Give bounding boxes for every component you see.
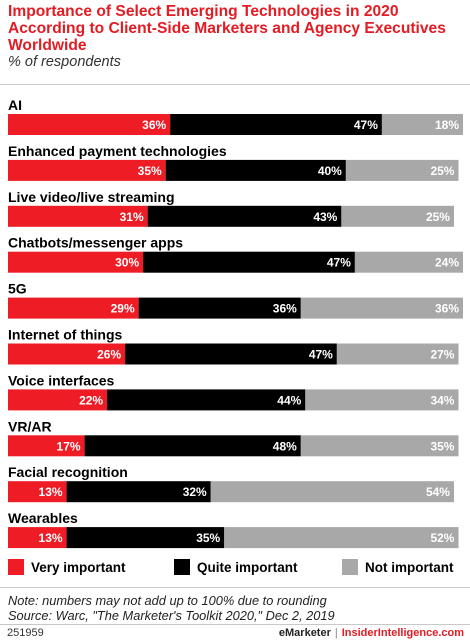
bar-quite-important-enhanced-payment-technologies: [165, 159, 346, 181]
value-label-very-important-enhanced-payment-technologies: 35%: [138, 164, 162, 178]
value-label-quite-important-voice-interfaces: 44%: [277, 393, 301, 407]
bar-quite-important-live-video-live-streaming: [147, 205, 342, 227]
value-label-quite-important-enhanced-payment-technologies: 40%: [318, 164, 342, 178]
value-label-quite-important-vr-ar: 48%: [273, 439, 297, 453]
category-label-enhanced-payment-technologies: Enhanced payment technologies: [8, 143, 227, 159]
bar-quite-important-ai: [170, 114, 382, 135]
stacked-bar-chart: AI 36% 47% 18% Enhanced payment technologies…: [8, 97, 463, 549]
bar-very-important-voice-interfaces: [8, 389, 108, 411]
value-label-very-important-internet-of-things: 26%: [97, 348, 121, 362]
bar-very-important-facial-recognition: [8, 481, 67, 503]
category-label-wearables: Wearables: [8, 510, 78, 526]
legend: Very important Quite important Not impor…: [0, 559, 470, 581]
bar-quite-important-facial-recognition: [66, 481, 211, 503]
bar-not-important-facial-recognition: [210, 481, 454, 503]
bar-very-important-internet-of-things: [8, 343, 126, 365]
legend-label-not: Not important: [365, 559, 454, 575]
bar-quite-important-chatbots-messenger-apps: [143, 251, 355, 273]
value-label-quite-important-5g: 36%: [273, 302, 297, 316]
legend-not-important: Not important: [342, 559, 454, 575]
note-text: Note: numbers may not add up to 100% due…: [8, 593, 327, 608]
brand-emarketer: eMarketer: [278, 627, 331, 639]
legend-quite-important: Quite important: [174, 559, 298, 575]
legend-swatch-not: [342, 559, 358, 575]
bar-not-important-ai: [381, 114, 463, 135]
legend-swatch-quite: [174, 559, 190, 575]
bottom-divider: [0, 587, 470, 588]
value-label-quite-important-facial-recognition: 32%: [183, 485, 207, 499]
category-label-voice-interfaces: Voice interfaces: [8, 372, 115, 388]
value-label-quite-important-chatbots-messenger-apps: 47%: [327, 256, 351, 270]
value-label-not-important-internet-of-things: 27%: [430, 348, 454, 362]
value-label-not-important-chatbots-messenger-apps: 24%: [435, 256, 459, 270]
bar-very-important-ai: [8, 114, 171, 135]
top-divider: [0, 84, 470, 85]
footer-brand: eMarketer | InsiderIntelligence.com: [279, 627, 464, 639]
category-label-facial-recognition: Facial recognition: [8, 464, 128, 480]
bar-very-important-vr-ar: [8, 435, 85, 457]
source-text: Source: Warc, "The Marketer's Toolkit 20…: [8, 608, 335, 623]
legend-label-quite: Quite important: [197, 559, 298, 575]
legend-very-important: Very important: [8, 559, 126, 575]
bar-quite-important-5g: [138, 297, 301, 319]
bar-not-important-internet-of-things: [336, 343, 459, 365]
value-label-quite-important-live-video-live-streaming: 43%: [313, 210, 337, 224]
value-label-very-important-vr-ar: 17%: [57, 439, 81, 453]
value-label-very-important-chatbots-messenger-apps: 30%: [115, 256, 139, 270]
value-label-very-important-5g: 29%: [111, 302, 135, 316]
chart-title: Importance of Select Emerging Technologi…: [8, 3, 446, 54]
chart-subtitle: % of respondents: [8, 54, 121, 70]
value-label-not-important-vr-ar: 35%: [430, 439, 454, 453]
value-label-very-important-ai: 36%: [142, 118, 166, 132]
value-label-very-important-voice-interfaces: 22%: [79, 393, 103, 407]
category-label-internet-of-things: Internet of things: [8, 327, 123, 343]
bar-very-important-5g: [8, 297, 139, 319]
brand-insider-intelligence: InsiderIntelligence.com: [341, 627, 464, 639]
bar-very-important-live-video-live-streaming: [8, 205, 148, 227]
value-label-not-important-5g: 36%: [435, 302, 459, 316]
bar-not-important-enhanced-payment-technologies: [345, 159, 459, 181]
bar-quite-important-internet-of-things: [125, 343, 337, 365]
category-label-chatbots-messenger-apps: Chatbots/messenger apps: [8, 235, 183, 251]
value-label-not-important-facial-recognition: 54%: [426, 485, 450, 499]
legend-label-very: Very important: [31, 559, 126, 575]
bar-quite-important-vr-ar: [84, 435, 301, 457]
value-label-quite-important-wearables: 35%: [196, 531, 220, 545]
legend-swatch-very: [8, 559, 24, 575]
footnote: Note: numbers may not add up to 100% due…: [8, 593, 335, 623]
bar-not-important-5g: [300, 297, 463, 319]
bar-not-important-wearables: [224, 527, 459, 549]
value-label-not-important-voice-interfaces: 34%: [430, 393, 454, 407]
category-label-live-video-live-streaming: Live video/live streaming: [8, 189, 175, 205]
bar-not-important-vr-ar: [300, 435, 459, 457]
category-label-vr-ar: VR/AR: [8, 418, 52, 434]
value-label-quite-important-internet-of-things: 47%: [309, 348, 333, 362]
category-label-5g: 5G: [8, 281, 27, 297]
bar-not-important-chatbots-messenger-apps: [354, 251, 463, 273]
chart-id: 251959: [7, 627, 44, 639]
bar-not-important-live-video-live-streaming: [341, 205, 454, 227]
value-label-not-important-enhanced-payment-technologies: 25%: [430, 164, 454, 178]
bar-very-important-enhanced-payment-technologies: [8, 159, 166, 181]
brand-separator: |: [334, 627, 338, 639]
value-label-quite-important-ai: 47%: [354, 118, 378, 132]
value-label-not-important-ai: 18%: [435, 118, 459, 132]
footer-divider: [0, 624, 470, 625]
value-label-very-important-facial-recognition: 13%: [39, 485, 63, 499]
value-label-not-important-wearables: 52%: [430, 531, 454, 545]
bar-very-important-wearables: [8, 527, 67, 549]
bar-not-important-voice-interfaces: [305, 389, 459, 411]
bar-quite-important-wearables: [66, 527, 225, 549]
bar-quite-important-voice-interfaces: [107, 389, 306, 411]
value-label-not-important-live-video-live-streaming: 25%: [426, 210, 450, 224]
bar-very-important-chatbots-messenger-apps: [8, 251, 144, 273]
value-label-very-important-live-video-live-streaming: 31%: [120, 210, 144, 224]
value-label-very-important-wearables: 13%: [39, 531, 63, 545]
category-label-ai: AI: [8, 97, 22, 113]
